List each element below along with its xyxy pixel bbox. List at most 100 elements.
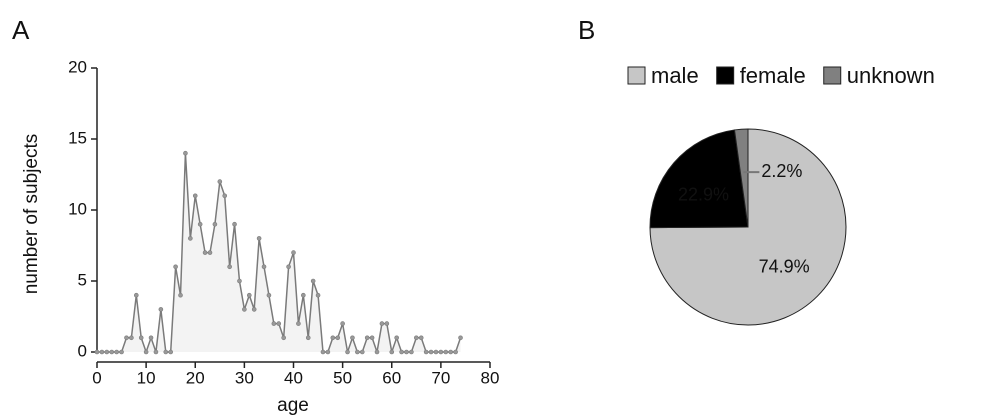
panel-label: A	[12, 15, 30, 45]
point	[246, 292, 252, 298]
x-tick-label: 20	[186, 368, 205, 387]
point	[305, 335, 311, 341]
data-label: 74.9%	[759, 257, 810, 277]
point	[448, 349, 454, 355]
point	[423, 349, 429, 355]
y-tick-label: 0	[78, 341, 87, 360]
point	[261, 264, 267, 270]
pie-slice	[649, 129, 749, 229]
point	[114, 349, 119, 355]
point	[168, 349, 173, 355]
point	[207, 250, 213, 255]
x-tick-label: 60	[382, 368, 401, 387]
point	[232, 221, 237, 227]
point	[369, 335, 375, 341]
point	[188, 236, 193, 241]
x-tick-label: 70	[431, 368, 450, 387]
point	[443, 349, 449, 355]
point	[389, 349, 395, 355]
point	[291, 250, 296, 255]
point	[409, 349, 414, 355]
point	[374, 349, 380, 355]
point	[310, 278, 316, 284]
point	[138, 335, 144, 341]
point	[271, 321, 277, 326]
point	[281, 335, 286, 341]
y-tick-label: 10	[68, 199, 87, 218]
point	[173, 264, 178, 270]
point	[251, 307, 257, 312]
x-tick-label: 0	[92, 368, 101, 387]
point	[158, 307, 164, 312]
point	[242, 307, 247, 312]
point	[301, 292, 306, 298]
x-axis-label: age	[277, 395, 309, 416]
panel-label: B	[578, 15, 595, 45]
point	[109, 349, 115, 355]
point	[104, 349, 110, 355]
point	[320, 349, 326, 355]
point	[345, 349, 350, 355]
point	[276, 321, 282, 326]
point	[379, 321, 385, 326]
point	[266, 292, 272, 298]
x-tick-label: 80	[481, 368, 500, 387]
point	[212, 221, 218, 227]
point	[359, 349, 365, 355]
point	[202, 250, 208, 255]
point	[453, 349, 458, 355]
legend-swatch	[823, 66, 842, 85]
pie-slice	[733, 128, 749, 228]
point	[192, 193, 198, 199]
point	[99, 349, 105, 355]
legend-swatch	[627, 66, 646, 85]
point	[286, 264, 291, 270]
x-tick-label: 40	[284, 368, 303, 387]
data-label: 2.2%	[761, 161, 802, 181]
point	[340, 321, 345, 326]
point	[143, 349, 149, 355]
point	[418, 335, 424, 341]
pie-slice	[649, 128, 847, 326]
point	[428, 349, 434, 355]
point	[458, 335, 463, 341]
point	[433, 349, 439, 355]
point	[129, 335, 134, 341]
legend-label: female	[740, 63, 806, 88]
point	[94, 349, 100, 355]
point	[330, 335, 336, 341]
point	[394, 335, 399, 341]
point	[124, 335, 129, 341]
y-axis-label: number of subjects	[21, 134, 42, 295]
point	[364, 335, 370, 341]
legend-label: unknown	[847, 63, 935, 88]
point	[296, 321, 301, 326]
point	[315, 292, 321, 298]
point	[355, 349, 360, 355]
y-tick-label: 20	[68, 57, 87, 76]
point	[256, 236, 262, 241]
x-tick-label: 10	[137, 368, 156, 387]
y-tick-label: 15	[68, 128, 87, 147]
point	[325, 349, 331, 355]
data-label: 22.9%	[678, 184, 729, 204]
point	[350, 335, 355, 341]
x-tick-label: 50	[333, 368, 352, 387]
point	[183, 150, 188, 156]
point	[178, 292, 183, 298]
point	[399, 349, 404, 355]
point	[217, 179, 223, 184]
point	[163, 349, 169, 355]
point	[148, 335, 154, 341]
point	[404, 349, 409, 355]
point	[414, 335, 419, 341]
x-tick-label: 30	[235, 368, 254, 387]
point	[335, 335, 341, 341]
point	[438, 349, 444, 355]
point	[384, 321, 390, 326]
point	[222, 193, 228, 199]
y-tick-label: 5	[78, 270, 87, 289]
legend-swatch	[716, 66, 735, 85]
legend-label: male	[651, 63, 699, 88]
